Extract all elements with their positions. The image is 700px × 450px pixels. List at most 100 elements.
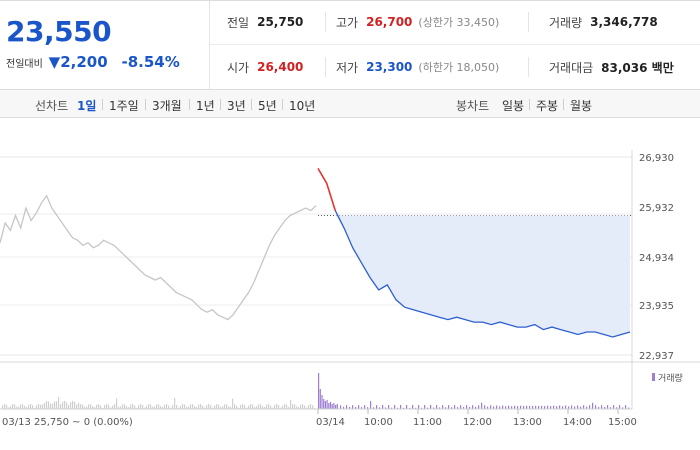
volume-bar bbox=[248, 405, 250, 409]
volume-bar bbox=[14, 404, 16, 409]
volume-bar bbox=[577, 405, 579, 409]
volume-bar bbox=[172, 405, 174, 409]
volume-bar bbox=[140, 404, 142, 409]
volume-bar bbox=[102, 407, 104, 409]
volume-bar bbox=[583, 405, 585, 409]
volume: 거래량 3,346,778 bbox=[549, 0, 658, 44]
volume-bar bbox=[352, 405, 354, 409]
volume-bar bbox=[616, 407, 618, 409]
candle-daily[interactable]: 일봉 bbox=[502, 99, 525, 113]
volume-bar bbox=[220, 406, 222, 409]
volume-bar bbox=[314, 407, 316, 409]
stock-summary: 23,550 전일대비 ▼2,200 -8.54% bbox=[0, 0, 700, 90]
volume-bar bbox=[192, 404, 194, 409]
volume-bar bbox=[22, 404, 24, 409]
volume-bar bbox=[50, 403, 52, 409]
volume-bar bbox=[60, 404, 62, 409]
volume-bar bbox=[214, 405, 216, 409]
period-1y[interactable]: 1년 bbox=[196, 99, 215, 113]
volume-bar bbox=[166, 404, 168, 409]
volume-bar bbox=[284, 404, 286, 409]
volume-bar bbox=[622, 407, 624, 409]
today-area bbox=[335, 215, 630, 337]
period-1w[interactable]: 1주일 bbox=[109, 99, 139, 113]
volume-bar bbox=[274, 405, 276, 409]
info-divider bbox=[210, 44, 700, 45]
volume-bar bbox=[234, 404, 236, 409]
volume-bar bbox=[180, 405, 182, 409]
candle-weekly[interactable]: 주봉 bbox=[536, 99, 559, 113]
volume-bar bbox=[367, 407, 369, 409]
volume-bar bbox=[146, 405, 148, 409]
volume-bar bbox=[62, 401, 64, 409]
volume-bar bbox=[70, 402, 72, 409]
volume-legend-label: 거래량 bbox=[658, 372, 683, 384]
volume-bar bbox=[252, 404, 254, 409]
volume-bar bbox=[46, 401, 48, 409]
volume-bar bbox=[445, 407, 447, 409]
y-tick-label: 23,935 bbox=[639, 301, 674, 312]
volume-bar bbox=[96, 404, 98, 409]
volume-bar bbox=[228, 406, 230, 409]
price-info-grid: 전일 25,750 고가 26,700 (상한가 33,450) 거래량 3,3… bbox=[210, 0, 700, 89]
period-5y[interactable]: 5년 bbox=[258, 99, 277, 113]
volume-bar bbox=[176, 405, 178, 409]
volume-bar bbox=[292, 404, 294, 409]
volume-bar bbox=[152, 406, 154, 409]
volume-bar bbox=[280, 407, 282, 409]
volume-bar bbox=[26, 407, 28, 409]
volume-bar bbox=[218, 404, 220, 409]
volume-bar bbox=[236, 405, 238, 409]
x-tick-label: 10:00 bbox=[364, 417, 393, 428]
low-label: 저가 bbox=[336, 60, 359, 75]
volume-bar bbox=[586, 406, 588, 409]
volume-bar bbox=[184, 404, 186, 409]
volume-bar bbox=[535, 405, 537, 409]
price-change: 전일대비 ▼2,200 -8.54% bbox=[6, 53, 180, 71]
x-tick-label: 12:00 bbox=[463, 417, 492, 428]
volume-bar bbox=[44, 402, 46, 409]
high-price: 고가 26,700 (상한가 33,450) bbox=[336, 0, 499, 44]
volume-bar bbox=[580, 406, 582, 409]
volume-bar bbox=[16, 406, 18, 409]
trade-value-amount: 83,036 백만 bbox=[601, 60, 674, 75]
volume-bar bbox=[6, 404, 8, 409]
volume-bar bbox=[288, 407, 290, 409]
volume-bar bbox=[122, 404, 124, 409]
high-value: 26,700 bbox=[366, 15, 413, 29]
period-3y[interactable]: 3년 bbox=[227, 99, 246, 113]
volume-bar bbox=[34, 407, 36, 409]
x-tick-label: 03/14 bbox=[316, 417, 345, 428]
x-tick-label: 14:00 bbox=[563, 417, 592, 428]
volume-bar bbox=[40, 404, 42, 409]
volume-bar bbox=[321, 395, 323, 409]
volume-bar bbox=[268, 404, 270, 409]
volume-bar bbox=[264, 406, 266, 409]
volume-bar bbox=[406, 405, 408, 409]
volume-bar bbox=[72, 401, 74, 409]
low-value: 23,300 bbox=[366, 60, 413, 74]
volume-bar bbox=[270, 405, 272, 409]
x-tick-label: 15:00 bbox=[608, 417, 637, 428]
period-10y[interactable]: 10년 bbox=[289, 99, 316, 113]
volume-bar bbox=[58, 397, 60, 409]
volume-bar bbox=[208, 404, 210, 409]
period-1d[interactable]: 1일 bbox=[77, 99, 97, 113]
volume-bar bbox=[505, 406, 507, 409]
volume-bar bbox=[379, 407, 381, 409]
volume-bar bbox=[290, 400, 292, 409]
volume-bar bbox=[48, 401, 50, 409]
divider bbox=[189, 99, 190, 110]
volume-bar bbox=[18, 406, 20, 409]
volume-bar bbox=[148, 404, 150, 409]
prev-day-footer: 03/13 25,750 ~ 0 (0.00%) bbox=[2, 417, 133, 428]
period-3m[interactable]: 3개월 bbox=[152, 99, 182, 113]
volume-bar bbox=[302, 404, 304, 409]
volume-bar bbox=[412, 405, 414, 409]
candle-monthly[interactable]: 월봉 bbox=[570, 99, 593, 113]
divider bbox=[102, 99, 103, 110]
down-arrow-icon: ▼ bbox=[48, 53, 61, 71]
diff-label: 전일대비 bbox=[6, 59, 43, 70]
today-series bbox=[334, 210, 631, 338]
volume-bar bbox=[340, 405, 342, 409]
